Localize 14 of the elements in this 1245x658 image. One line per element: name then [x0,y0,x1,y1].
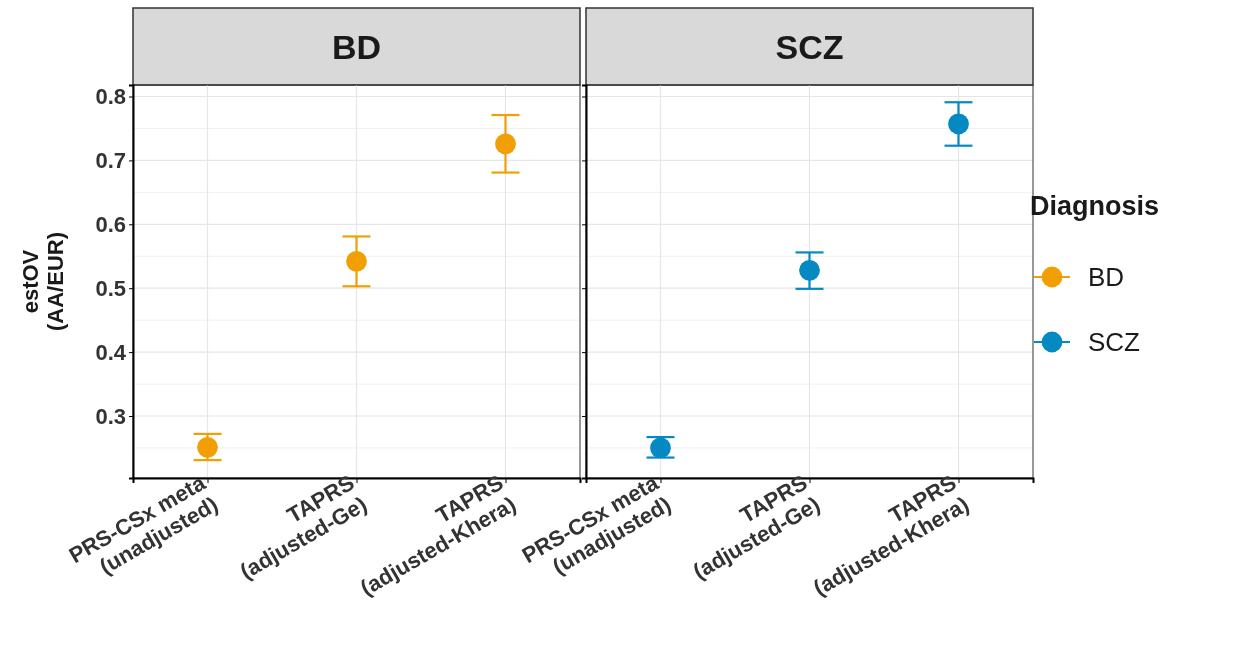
y-tick-label: 0.4 [95,339,127,365]
point [495,133,516,155]
chart-title: SCZ [775,27,844,66]
y-tick-label: 0.5 [95,275,126,301]
y-tick-label: 0.7 [95,147,126,173]
legend-label: BD [1088,262,1125,292]
legend-label: SCZ [1088,327,1141,357]
chart-title: BD [331,27,382,66]
y-tick-label: 0.8 [95,84,126,110]
legend-title: Diagnosis [1030,191,1160,221]
y-tick-label: 0.3 [95,403,126,429]
y-tick-label: 0.6 [95,211,126,237]
point [346,250,367,272]
y-axis-title: estOV (AA/EUR) [18,232,68,331]
